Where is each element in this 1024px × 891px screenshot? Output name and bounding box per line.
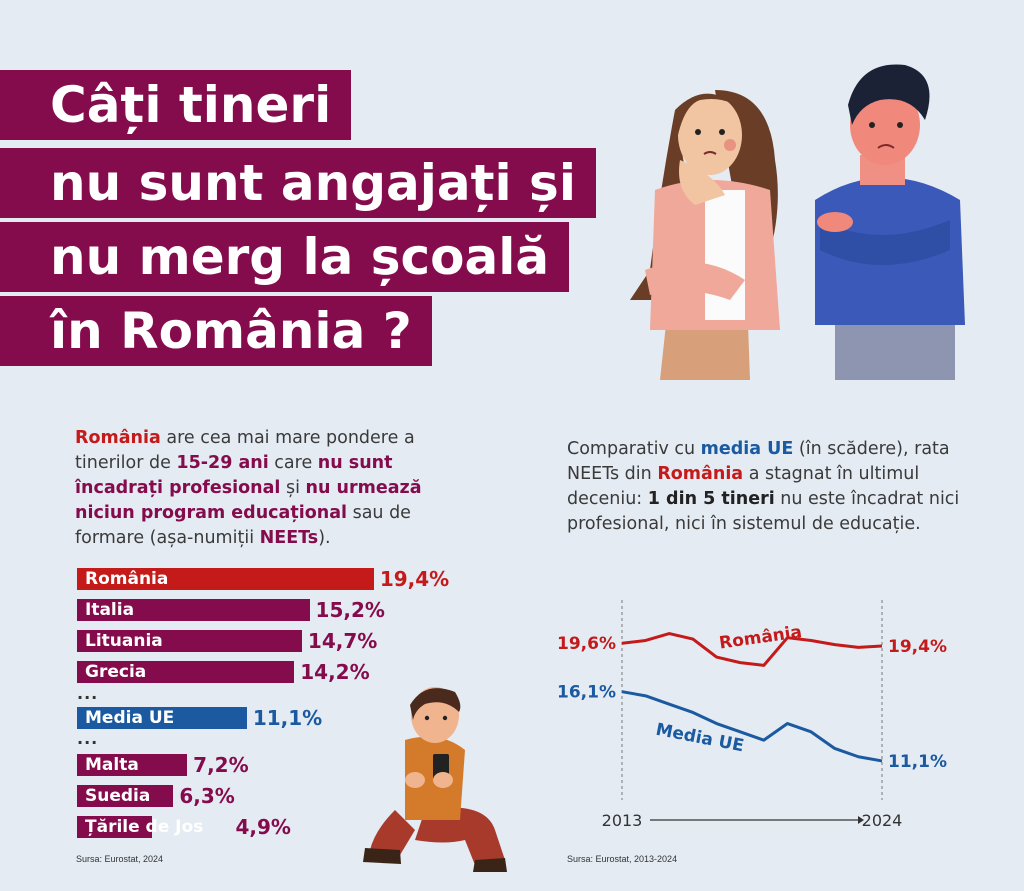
bar-category-label: Italia — [85, 600, 135, 620]
left-intro-part: care — [268, 453, 318, 473]
bar — [77, 630, 302, 652]
right-intro-part: Comparativ cu — [567, 439, 701, 459]
left-intro-part: NEETs — [259, 528, 319, 548]
right-intro-part: media UE — [700, 439, 794, 459]
bar-value-label: 11,1% — [252, 706, 323, 730]
bar-value-label: 7,2% — [193, 753, 249, 777]
x-tick-label: 2013 — [602, 811, 643, 830]
series-end-label: 11,1% — [888, 752, 947, 772]
bar — [77, 816, 152, 838]
left-intro-part: ). — [318, 528, 331, 548]
bar-category-label: Suedia — [85, 786, 151, 806]
woman-figure — [630, 90, 780, 380]
bar-value-label: 4,9% — [235, 815, 291, 839]
title-line-4: în România ? — [0, 296, 432, 366]
bar-chart-source: Sursa: Eurostat, 2024 — [76, 854, 164, 864]
bar — [77, 661, 295, 683]
bar — [77, 785, 174, 807]
people-illustration — [630, 64, 965, 380]
line-chart: 19,6% 19,4% România 16,1% 11,1% Media UE 2013 2… — [557, 600, 947, 830]
bar — [77, 707, 247, 729]
left-intro-part: 15-29 ani — [176, 453, 269, 473]
left-intro-part: România — [75, 428, 161, 448]
bar-category-label: Țările de Jos — [85, 817, 204, 837]
sitting-person-illustration — [363, 687, 507, 872]
bar-category-label: Lituania — [85, 631, 163, 651]
right-intro-part: (în scădere), rata NEETs din — [567, 439, 950, 484]
right-intro-part: a stagnat în ultimul deceniu: — [567, 464, 920, 509]
bar-category-label: Media UE — [85, 708, 175, 728]
bar-category-label: România — [85, 569, 169, 589]
bar-value-label: 14,2% — [300, 660, 370, 684]
series-name-label: Media UE — [654, 720, 745, 757]
series-line — [621, 690, 883, 763]
left-intro-part: nu sunt încadrați profesional — [75, 453, 393, 498]
bar-value-label: 19,4% — [379, 567, 450, 591]
series-line — [621, 632, 883, 667]
bar — [77, 754, 188, 776]
right-intro-text: Comparativ cu media UE (în scădere), rat… — [567, 437, 967, 537]
man-figure — [815, 64, 965, 380]
series-end-label: 19,4% — [888, 637, 947, 657]
bar-value-label: 6,3% — [179, 784, 235, 808]
bar — [77, 599, 310, 621]
right-intro-part: nu este încadrat nici profesional, nici … — [567, 489, 960, 534]
right-intro-part: 1 din 5 tineri — [647, 489, 775, 509]
line-chart-source: Sursa: Eurostat, 2013-2024 — [567, 854, 678, 864]
bar-category-label: Malta — [85, 755, 139, 775]
x-axis-arrowhead — [858, 816, 864, 824]
bar — [77, 568, 374, 590]
ellipsis-1: ... — [77, 684, 99, 703]
ellipsis-2: ... — [77, 729, 99, 748]
series-start-label: 19,6% — [557, 634, 616, 654]
left-intro-part: are cea mai mare pondere a tinerilor de — [75, 428, 415, 473]
series-name-label: România — [718, 622, 803, 653]
title-line-1: Câți tineri — [0, 70, 352, 140]
x-tick-label: 2024 — [862, 811, 903, 830]
bar-value-label: 14,7% — [307, 629, 378, 653]
left-intro-text: România are cea mai mare pondere a tiner… — [75, 426, 445, 551]
bar-category-label: Grecia — [85, 662, 147, 682]
left-intro-part: și — [280, 478, 306, 498]
title-line-2: nu sunt angajați și — [0, 148, 596, 218]
series-start-label: 16,1% — [557, 683, 616, 703]
left-intro-part: nu urmează niciun program educațional — [75, 478, 422, 523]
title-line-3: nu merg la școală — [0, 222, 570, 292]
bar-value-label: 15,2% — [315, 598, 385, 622]
left-intro-part: sau de formare (așa-numiții — [75, 503, 411, 548]
right-intro-part: România — [657, 464, 744, 484]
